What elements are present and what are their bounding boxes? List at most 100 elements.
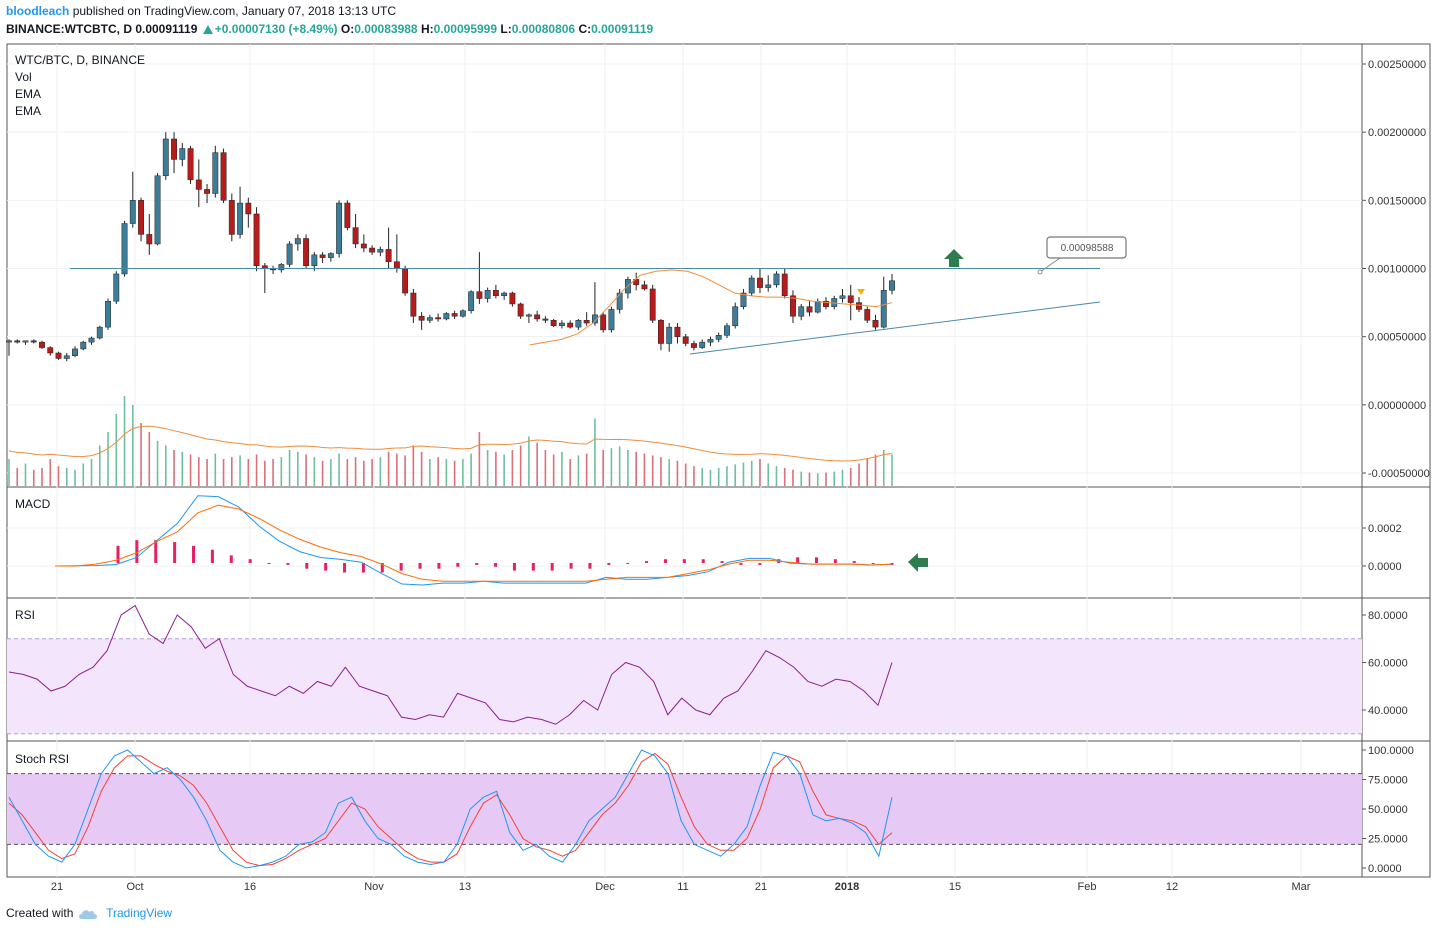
volume-bar xyxy=(627,450,629,486)
legend-title[interactable]: WTC/BTC, D, BINANCE xyxy=(15,53,146,67)
macd-histogram-bar xyxy=(192,545,196,563)
macd-histogram-bar xyxy=(456,563,460,567)
volume-bar xyxy=(387,451,390,486)
volume-bar xyxy=(453,460,456,486)
candle-body xyxy=(14,340,21,343)
legend-ema-1[interactable]: EMA xyxy=(15,87,42,101)
volume-bar xyxy=(396,453,398,486)
volume-bar xyxy=(305,454,307,486)
candle-body xyxy=(773,273,780,286)
volume-bar xyxy=(808,472,811,486)
macd-histogram-bar xyxy=(758,563,762,565)
legend-ema-2[interactable]: EMA xyxy=(15,104,42,118)
candle-body xyxy=(228,200,235,235)
macd-histogram-bar xyxy=(437,563,441,569)
volume-bar xyxy=(759,459,761,486)
tradingview-link[interactable]: TradingView xyxy=(106,906,173,920)
published-text: published on TradingView.com, January 07… xyxy=(72,4,397,18)
macd-histogram-bar xyxy=(550,563,554,571)
volume-bar xyxy=(891,454,893,486)
time-axis-label: Dec xyxy=(595,881,615,893)
volume-bar xyxy=(693,466,695,486)
candle-body xyxy=(360,243,367,249)
stoch-axis-label: 50.0000 xyxy=(1368,804,1408,816)
volume-bar xyxy=(552,454,555,486)
tradingview-cloud-icon xyxy=(78,910,97,919)
price-callout-label: 0.00098588 xyxy=(1061,243,1114,254)
candle-body xyxy=(856,302,862,310)
candle-body xyxy=(303,238,310,267)
time-axis-label: 21 xyxy=(51,881,63,893)
candle-body xyxy=(691,343,697,348)
candle-body xyxy=(492,290,499,297)
volume-bar xyxy=(486,450,489,486)
candle-body xyxy=(542,318,549,321)
candle-body xyxy=(129,200,136,224)
candle-body xyxy=(509,292,516,305)
volume-bar xyxy=(445,459,448,486)
candle-body xyxy=(253,213,260,267)
volume-bar xyxy=(503,454,505,486)
volume-bar xyxy=(767,463,770,486)
volume-bar xyxy=(594,418,596,486)
volume-bar xyxy=(173,450,175,486)
rsi-axis-label: 40.0000 xyxy=(1368,705,1408,717)
candle-body xyxy=(847,295,854,303)
symbol-ohlc-line: BINANCE:WTCBTC, D 0.00091119 +0.00007130… xyxy=(6,22,653,36)
rsi-axis-label: 80.0000 xyxy=(1368,610,1408,622)
candle-body xyxy=(327,253,334,258)
author-link[interactable]: bloodleach xyxy=(6,4,70,18)
price-axis-label: 0.00250000 xyxy=(1368,59,1426,71)
time-axis-label: 13 xyxy=(459,881,471,893)
candle-body xyxy=(451,313,458,317)
volume-bar xyxy=(544,450,547,486)
macd-histogram-bar xyxy=(739,563,743,565)
macd-histogram-bar xyxy=(512,563,516,571)
candle-body xyxy=(459,310,466,317)
macd-histogram-bar xyxy=(645,561,649,563)
macd-histogram-bar xyxy=(833,559,837,563)
stoch-k-line xyxy=(8,749,893,869)
footer: Created with TradingView xyxy=(6,906,172,920)
macd-histogram-bar xyxy=(286,563,290,565)
legend-macd[interactable]: MACD xyxy=(15,497,51,511)
volume-bar xyxy=(247,459,250,486)
price-axis-label: 0.00150000 xyxy=(1368,195,1426,207)
signal-down-triangle-icon xyxy=(857,289,865,295)
rsi-band xyxy=(7,638,1362,734)
close-value: 0.00091119 xyxy=(591,22,654,36)
time-axis-label: Oct xyxy=(126,881,143,893)
time-axis-label: Nov xyxy=(364,881,384,893)
volume-bar xyxy=(519,445,522,486)
candle-body xyxy=(839,295,846,299)
volume-bar xyxy=(660,457,662,486)
candle-body xyxy=(872,320,879,328)
volume-bar xyxy=(849,468,852,486)
volume-bar xyxy=(57,466,60,486)
volume-bar xyxy=(577,455,580,486)
volume-bar xyxy=(684,463,687,486)
callout-anchor xyxy=(1037,269,1043,275)
macd-axis-label: 0.0002 xyxy=(1368,523,1402,535)
volume-bar xyxy=(866,459,869,486)
time-axis-label: 11 xyxy=(677,881,688,893)
macd-axis-label: 0.0000 xyxy=(1368,561,1402,573)
candle-body xyxy=(558,322,565,327)
candle-body xyxy=(344,202,351,228)
volume-bar xyxy=(585,453,588,486)
rsi-axis-label: 60.0000 xyxy=(1368,658,1408,670)
candle-body xyxy=(55,352,62,359)
legend-vol[interactable]: Vol xyxy=(15,70,32,84)
candle-body xyxy=(154,175,161,245)
candle-body xyxy=(22,340,29,343)
macd-histogram-bar xyxy=(210,549,214,563)
stoch-axis-label: 25.0000 xyxy=(1368,834,1408,846)
volume-bar xyxy=(264,460,266,486)
macd-histogram-bar xyxy=(343,563,347,573)
legend-stoch-rsi[interactable]: Stoch RSI xyxy=(15,752,70,766)
legend-rsi[interactable]: RSI xyxy=(15,608,36,622)
volume-bar xyxy=(321,460,324,486)
candle-body xyxy=(699,341,706,348)
macd-histogram-bar xyxy=(380,563,384,573)
